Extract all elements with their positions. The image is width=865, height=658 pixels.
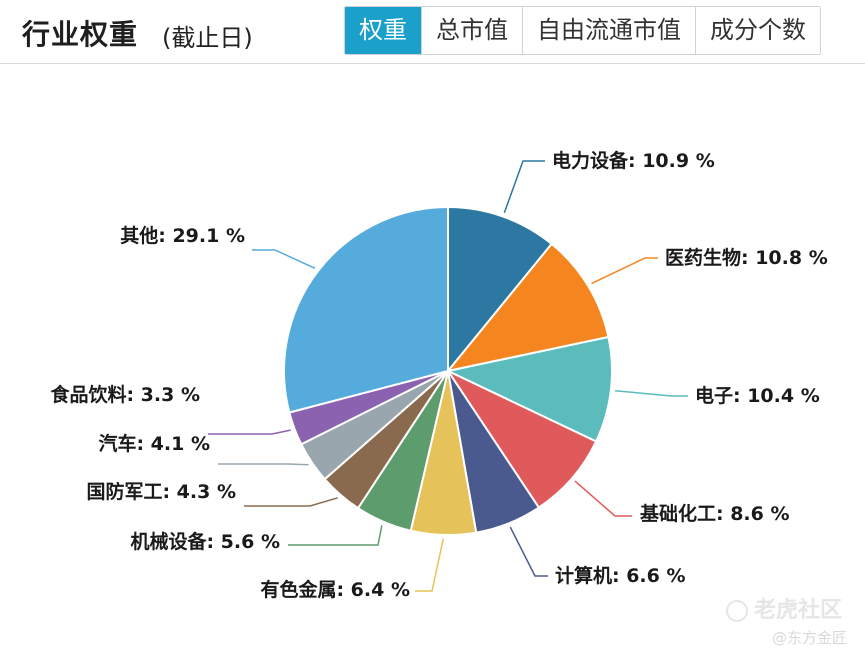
watermark-text: 老虎社区 bbox=[754, 598, 843, 623]
page-subtitle: (截止日) bbox=[162, 24, 253, 52]
slice-label: 机械设备: 5.6 % bbox=[130, 530, 280, 553]
pie-slice[interactable] bbox=[283, 205, 449, 414]
slice-label: 电力设备: 10.9 % bbox=[552, 149, 715, 172]
pie-slice[interactable] bbox=[447, 205, 554, 374]
tab-total-market-cap[interactable]: 总市值 bbox=[421, 7, 522, 54]
slice-label: 食品饮料: 3.3 % bbox=[50, 383, 200, 406]
slice-label: 计算机: 6.6 % bbox=[555, 564, 686, 587]
leader-line bbox=[591, 257, 658, 285]
watermark-logo: 老虎社区 bbox=[726, 592, 842, 624]
slice-label: 医药生物: 10.8 % bbox=[665, 246, 828, 269]
tab-constituent-count[interactable]: 成分个数 bbox=[695, 7, 820, 54]
tab-weight[interactable]: 权重 bbox=[345, 7, 421, 54]
pie-slice[interactable] bbox=[445, 368, 598, 509]
slice-label: 电子: 10.4 % bbox=[695, 384, 820, 407]
leader-line bbox=[415, 538, 444, 592]
leader-line bbox=[503, 160, 545, 213]
slice-label: 有色金属: 6.4 % bbox=[260, 578, 410, 601]
watermark-author: @东方金匠 bbox=[772, 629, 848, 647]
tab-free-float-market-cap[interactable]: 自由流通市值 bbox=[522, 7, 695, 54]
slice-label: 国防军工: 4.3 % bbox=[86, 480, 236, 503]
slice-label: 其他: 29.1 % bbox=[120, 224, 245, 247]
watermark-icon bbox=[726, 600, 748, 622]
tab-group: 权重 总市值 自由流通市值 成分个数 bbox=[344, 6, 821, 55]
slice-label: 汽车: 4.1 % bbox=[98, 432, 210, 455]
pie-slice[interactable] bbox=[444, 335, 613, 443]
pie-chart: 电力设备: 10.9 % 医药生物: 10.8 % 电子: 10.4 % 基础化工: … bbox=[50, 149, 828, 601]
leader-line bbox=[509, 526, 548, 577]
slice-label: 基础化工: 8.6 % bbox=[639, 502, 790, 525]
leader-line bbox=[252, 249, 316, 270]
leader-line bbox=[574, 480, 632, 517]
leader-line bbox=[288, 525, 383, 546]
leader-line bbox=[208, 429, 291, 435]
leader-line bbox=[244, 497, 338, 507]
page-title: 行业权重 bbox=[22, 18, 139, 51]
leader-line bbox=[614, 389, 688, 397]
leader-line bbox=[218, 463, 309, 466]
header: 行业权重 (截止日) 权重 总市值 自由流通市值 成分个数 bbox=[0, 0, 865, 64]
pie-slice[interactable] bbox=[445, 242, 610, 373]
